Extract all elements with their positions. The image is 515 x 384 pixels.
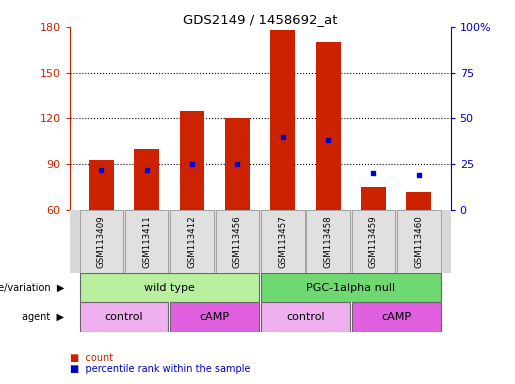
Bar	[352, 210, 396, 273]
Text: PGC-1alpha null: PGC-1alpha null	[306, 283, 396, 293]
Text: ■  percentile rank within the sample: ■ percentile rank within the sample	[70, 364, 250, 374]
Bar	[134, 149, 159, 210]
Bar	[89, 159, 114, 210]
Text: wild type: wild type	[144, 283, 195, 293]
Bar	[79, 210, 123, 273]
Bar	[406, 192, 432, 210]
Bar	[79, 273, 259, 303]
Bar	[261, 210, 304, 273]
Bar	[306, 210, 350, 273]
Text: GSM113411: GSM113411	[142, 215, 151, 268]
Title: GDS2149 / 1458692_at: GDS2149 / 1458692_at	[183, 13, 337, 26]
Bar	[397, 210, 441, 273]
Bar	[361, 187, 386, 210]
Text: GSM113457: GSM113457	[278, 215, 287, 268]
Bar	[170, 303, 259, 332]
Bar	[125, 210, 168, 273]
Text: GSM113456: GSM113456	[233, 215, 242, 268]
Text: GSM113460: GSM113460	[415, 215, 423, 268]
Bar	[170, 210, 214, 273]
Bar	[180, 111, 204, 210]
Text: cAMP: cAMP	[381, 312, 411, 322]
Text: control: control	[286, 312, 325, 322]
Bar	[261, 303, 350, 332]
Text: agent  ▶: agent ▶	[22, 312, 64, 322]
Text: control: control	[105, 312, 143, 322]
Text: cAMP: cAMP	[200, 312, 230, 322]
Text: ■  count: ■ count	[70, 353, 113, 363]
Text: GSM113412: GSM113412	[187, 215, 197, 268]
Bar	[216, 210, 259, 273]
Bar	[261, 273, 441, 303]
Bar	[270, 30, 295, 210]
Bar	[352, 303, 441, 332]
Bar	[225, 118, 250, 210]
Text: genotype/variation  ▶: genotype/variation ▶	[0, 283, 64, 293]
Text: GSM113459: GSM113459	[369, 215, 378, 268]
Text: GSM113458: GSM113458	[323, 215, 333, 268]
Text: GSM113409: GSM113409	[97, 215, 106, 268]
Bar	[316, 42, 340, 210]
Bar	[79, 303, 168, 332]
